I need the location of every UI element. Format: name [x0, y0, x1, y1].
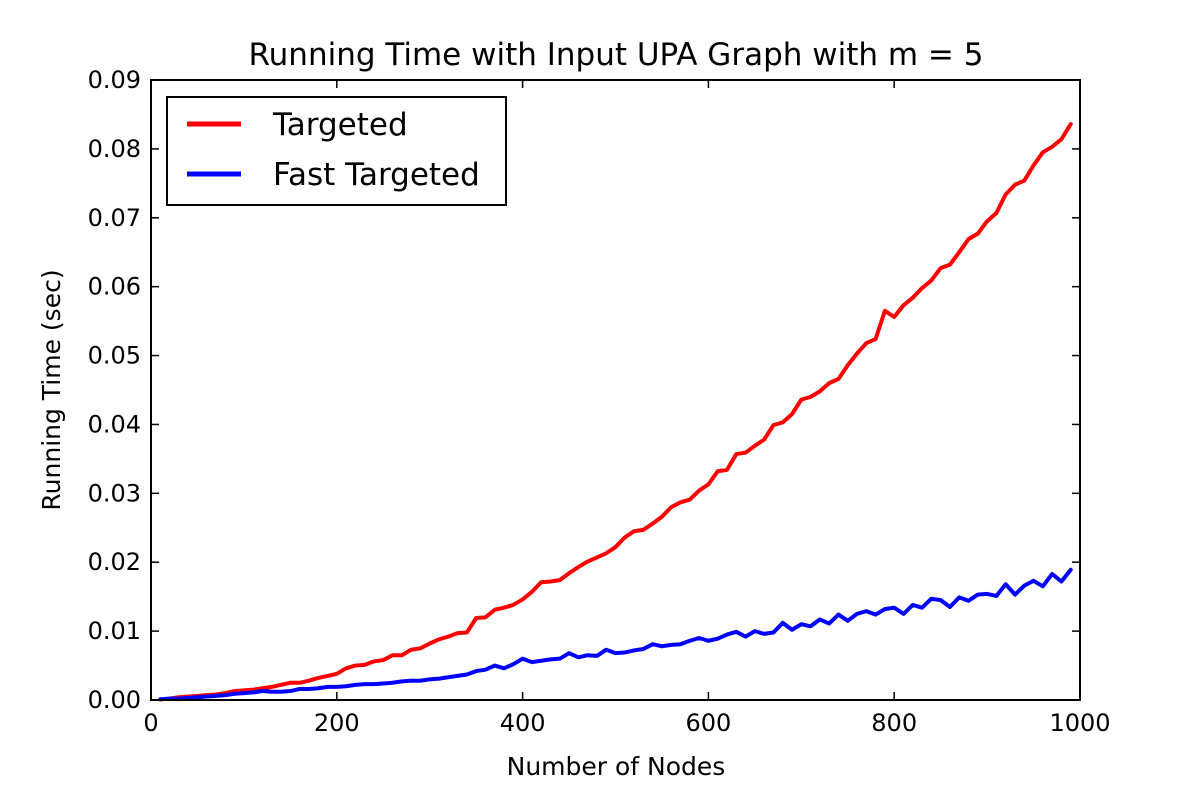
y-axis-label: Running Time (sec) — [37, 269, 66, 510]
legend-label-fast-targeted: Fast Targeted — [273, 157, 480, 193]
y-tick-label: 0.03 — [88, 479, 141, 507]
x-tick-label: 0 — [143, 709, 158, 737]
y-tick-label: 0.01 — [88, 617, 141, 645]
chart-title: Running Time with Input UPA Graph with m… — [249, 37, 984, 73]
x-tick-label: 600 — [685, 709, 731, 737]
legend-label-targeted: Targeted — [272, 107, 408, 143]
plot-frame — [150, 79, 1081, 701]
series-line-targeted — [158, 122, 1073, 702]
legend-box — [166, 96, 507, 206]
legend: Targeted Fast Targeted — [166, 96, 507, 206]
axis-ticks: 0 200 400 600 800 1000 0.00 0.01 0.02 0.03 0.04 0.0… — [88, 66, 1111, 737]
y-tick-label: 0.09 — [88, 66, 141, 94]
series-line-fast-targeted — [158, 567, 1073, 702]
x-tick-label: 800 — [871, 709, 917, 737]
plot-area — [158, 122, 1073, 702]
y-tick-label: 0.00 — [88, 686, 141, 714]
y-tick-label: 0.05 — [88, 342, 141, 370]
y-tick-label: 0.06 — [88, 273, 141, 301]
y-tick-label: 0.08 — [88, 135, 141, 163]
y-tick-label: 0.02 — [88, 548, 141, 576]
x-tick-label: 1000 — [1049, 709, 1110, 737]
y-tick-label: 0.07 — [88, 204, 141, 232]
y-tick-label: 0.04 — [88, 410, 141, 438]
x-tick-label: 400 — [500, 709, 546, 737]
x-axis-label: Number of Nodes — [507, 752, 726, 781]
x-tick-label: 200 — [314, 709, 360, 737]
